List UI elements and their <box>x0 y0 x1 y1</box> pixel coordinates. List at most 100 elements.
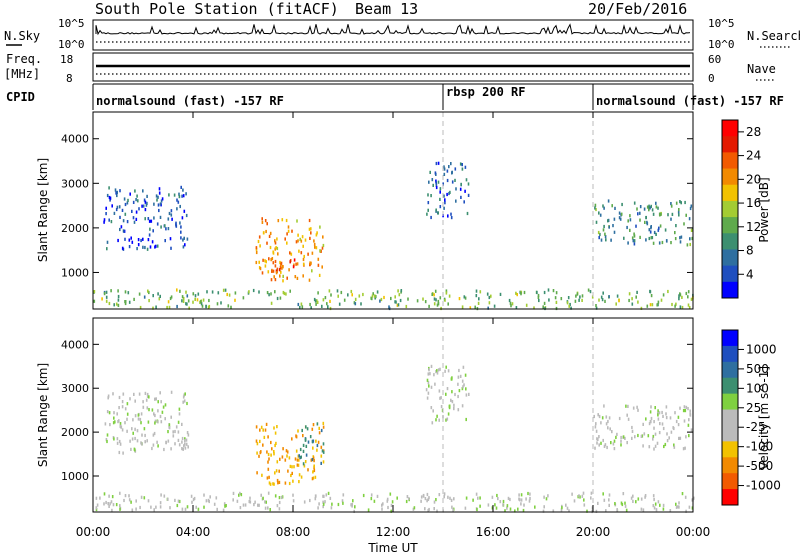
data-cell <box>659 503 661 507</box>
data-cell <box>309 435 312 439</box>
data-cell <box>265 229 267 234</box>
data-cell <box>249 500 252 504</box>
data-cell <box>431 292 433 296</box>
data-cell <box>205 305 207 309</box>
data-cell <box>517 507 519 511</box>
data-cell <box>396 496 398 500</box>
data-cell <box>407 297 409 301</box>
data-cell <box>226 292 228 297</box>
data-cell <box>595 207 597 212</box>
data-cell <box>301 235 304 239</box>
data-cell <box>225 504 227 508</box>
nave-tick-bottom: 0 <box>708 72 715 85</box>
data-cell <box>666 432 668 436</box>
data-cell <box>649 230 652 234</box>
data-cell <box>667 213 669 217</box>
ytick-label: 1000 <box>61 266 89 279</box>
data-cell <box>278 469 280 473</box>
data-cell <box>320 445 323 449</box>
data-cell <box>510 304 512 308</box>
data-cell <box>191 500 193 504</box>
data-cell <box>270 278 273 282</box>
data-cell <box>438 493 441 497</box>
data-cell <box>545 497 548 501</box>
freq-tick-top: 18 <box>60 53 73 66</box>
data-cell <box>292 499 295 503</box>
data-cell <box>527 491 529 496</box>
data-cell <box>582 491 585 495</box>
data-cell <box>291 465 293 469</box>
data-cell <box>199 300 202 304</box>
data-cell <box>134 427 136 431</box>
data-cell <box>637 433 639 438</box>
data-cell <box>631 297 633 301</box>
data-cell <box>299 305 301 310</box>
data-cell <box>258 290 260 294</box>
data-cell <box>618 216 621 220</box>
data-cell <box>275 269 278 273</box>
data-cell <box>433 500 436 504</box>
data-cell <box>459 374 462 378</box>
data-cell <box>322 243 325 248</box>
data-cell <box>180 225 182 229</box>
data-cell <box>186 237 189 241</box>
data-cell <box>311 251 314 255</box>
nsky-trace <box>95 23 691 36</box>
data-cell <box>634 435 636 439</box>
data-cell <box>169 506 171 510</box>
data-cell <box>185 302 187 306</box>
data-cell <box>457 375 460 379</box>
data-cell <box>163 447 165 452</box>
data-cell <box>103 492 106 496</box>
data-cell <box>502 503 504 507</box>
data-cell <box>307 440 310 444</box>
data-cell <box>601 416 604 420</box>
data-cell <box>690 204 693 208</box>
data-cell <box>436 303 439 307</box>
data-cell <box>443 492 446 496</box>
data-cell <box>435 181 437 185</box>
data-cell <box>455 187 457 191</box>
data-cell <box>352 499 354 503</box>
data-cell <box>461 163 463 167</box>
data-cell <box>628 298 630 303</box>
data-cell <box>155 305 157 309</box>
data-cell <box>522 508 525 513</box>
data-cell <box>686 243 689 247</box>
data-cell <box>448 165 450 169</box>
data-cell <box>602 291 604 295</box>
data-cell <box>425 388 428 392</box>
data-cell <box>316 448 318 452</box>
data-cell <box>183 399 186 403</box>
cpid-segment-label: rbsp 200 RF <box>446 85 525 99</box>
ytick-label: 1000 <box>61 470 89 483</box>
data-cell <box>205 499 208 503</box>
data-cell <box>305 444 308 448</box>
data-cell <box>430 194 432 198</box>
data-cell <box>178 192 180 196</box>
data-cell <box>442 415 444 419</box>
data-cell <box>665 412 667 416</box>
data-cell <box>128 498 131 502</box>
data-cell <box>458 297 461 301</box>
data-cell <box>679 406 681 410</box>
data-cell <box>597 501 599 505</box>
data-cell <box>174 442 176 446</box>
data-cell <box>362 493 365 498</box>
data-cell <box>519 498 521 502</box>
colorbar-swatch <box>722 441 738 458</box>
data-cell <box>128 494 130 498</box>
data-cell <box>302 462 305 466</box>
data-cell <box>168 305 171 309</box>
data-cell <box>679 240 682 244</box>
data-cell <box>141 442 143 446</box>
data-cell <box>318 431 321 435</box>
data-cell <box>466 211 469 216</box>
data-cell <box>135 507 137 511</box>
data-cell <box>278 500 281 505</box>
data-cell <box>646 205 649 209</box>
data-cell <box>111 204 113 208</box>
data-cell <box>271 257 274 261</box>
data-cell <box>203 493 205 497</box>
data-cell <box>604 235 607 239</box>
